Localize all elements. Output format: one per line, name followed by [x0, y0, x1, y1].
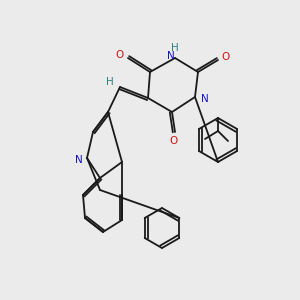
Text: H: H	[171, 43, 179, 53]
Text: O: O	[116, 50, 124, 60]
Text: O: O	[222, 52, 230, 62]
Text: N: N	[201, 94, 209, 104]
Text: O: O	[169, 136, 177, 146]
Text: N: N	[75, 155, 83, 165]
Text: N: N	[167, 51, 175, 61]
Text: H: H	[106, 77, 114, 87]
